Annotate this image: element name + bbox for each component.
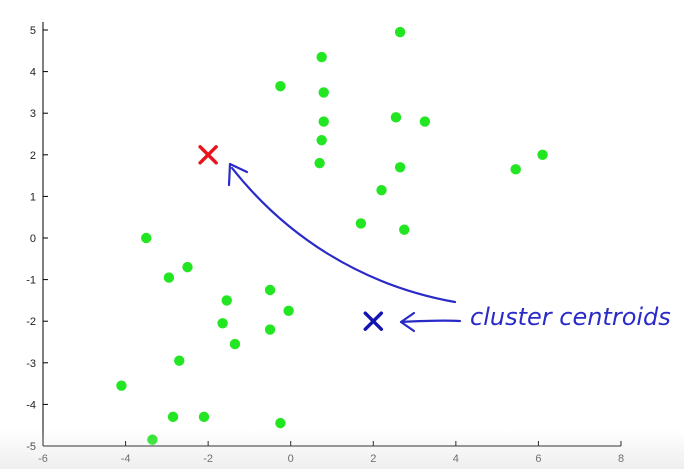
x-tick-label: -2 [203,453,213,465]
data-point [147,434,158,445]
y-tick-label: 2 [30,150,36,162]
y-tick-label: -5 [26,441,36,453]
data-point [275,80,286,92]
data-point [376,184,387,196]
x-tick-label: -4 [121,453,131,465]
data-points [116,26,548,445]
x-tick-label: 2 [370,453,376,465]
data-point [116,380,127,391]
y-tick-label: -3 [26,358,36,370]
y-tick-label: 0 [30,233,36,245]
y-tick-label: 1 [30,191,36,203]
data-point [198,411,210,423]
data-point [141,232,152,244]
data-point [314,157,325,169]
data-point [318,87,329,98]
annotation-cluster-centroids: cluster centroids [470,303,671,331]
arrow-head-blue [399,311,416,333]
data-point [419,116,431,127]
x-tick-label: -6 [38,453,48,465]
data-point [264,324,276,335]
y-tick-label: -1 [26,275,36,287]
centroids [198,145,384,331]
arrow-to-blue-centroid [399,319,462,324]
y-tick-label: -4 [26,399,36,411]
y-tick-label: 4 [30,67,36,79]
data-point [217,318,228,329]
data-point [264,284,276,296]
data-point [390,112,402,123]
data-point [394,26,406,38]
arrow-head-red [227,162,249,187]
centroid-marker [363,311,384,331]
data-point [182,261,193,273]
data-point [394,162,406,173]
y-tick-label: 5 [30,25,36,37]
data-point [221,295,232,306]
arrow-to-red-centroid [230,166,457,304]
data-point [316,51,327,63]
data-point [318,116,329,127]
data-point [275,417,286,429]
y-tick-label: 3 [30,108,36,120]
x-tick-label: 4 [453,453,459,465]
data-point [167,411,179,423]
data-point [399,224,410,235]
y-tick-label: -2 [26,316,36,328]
data-point [163,272,175,283]
data-point [283,305,294,316]
annotation: cluster centroids [227,162,671,333]
centroid-marker [198,145,218,165]
x-tick-label: 6 [535,453,541,465]
data-point [174,355,185,366]
data-point [355,218,367,229]
data-point [229,338,241,350]
x-tick-label: 8 [618,453,624,465]
data-point [316,135,327,146]
x-tick-label: 0 [288,453,294,465]
data-point [537,149,548,160]
data-point [510,164,521,175]
